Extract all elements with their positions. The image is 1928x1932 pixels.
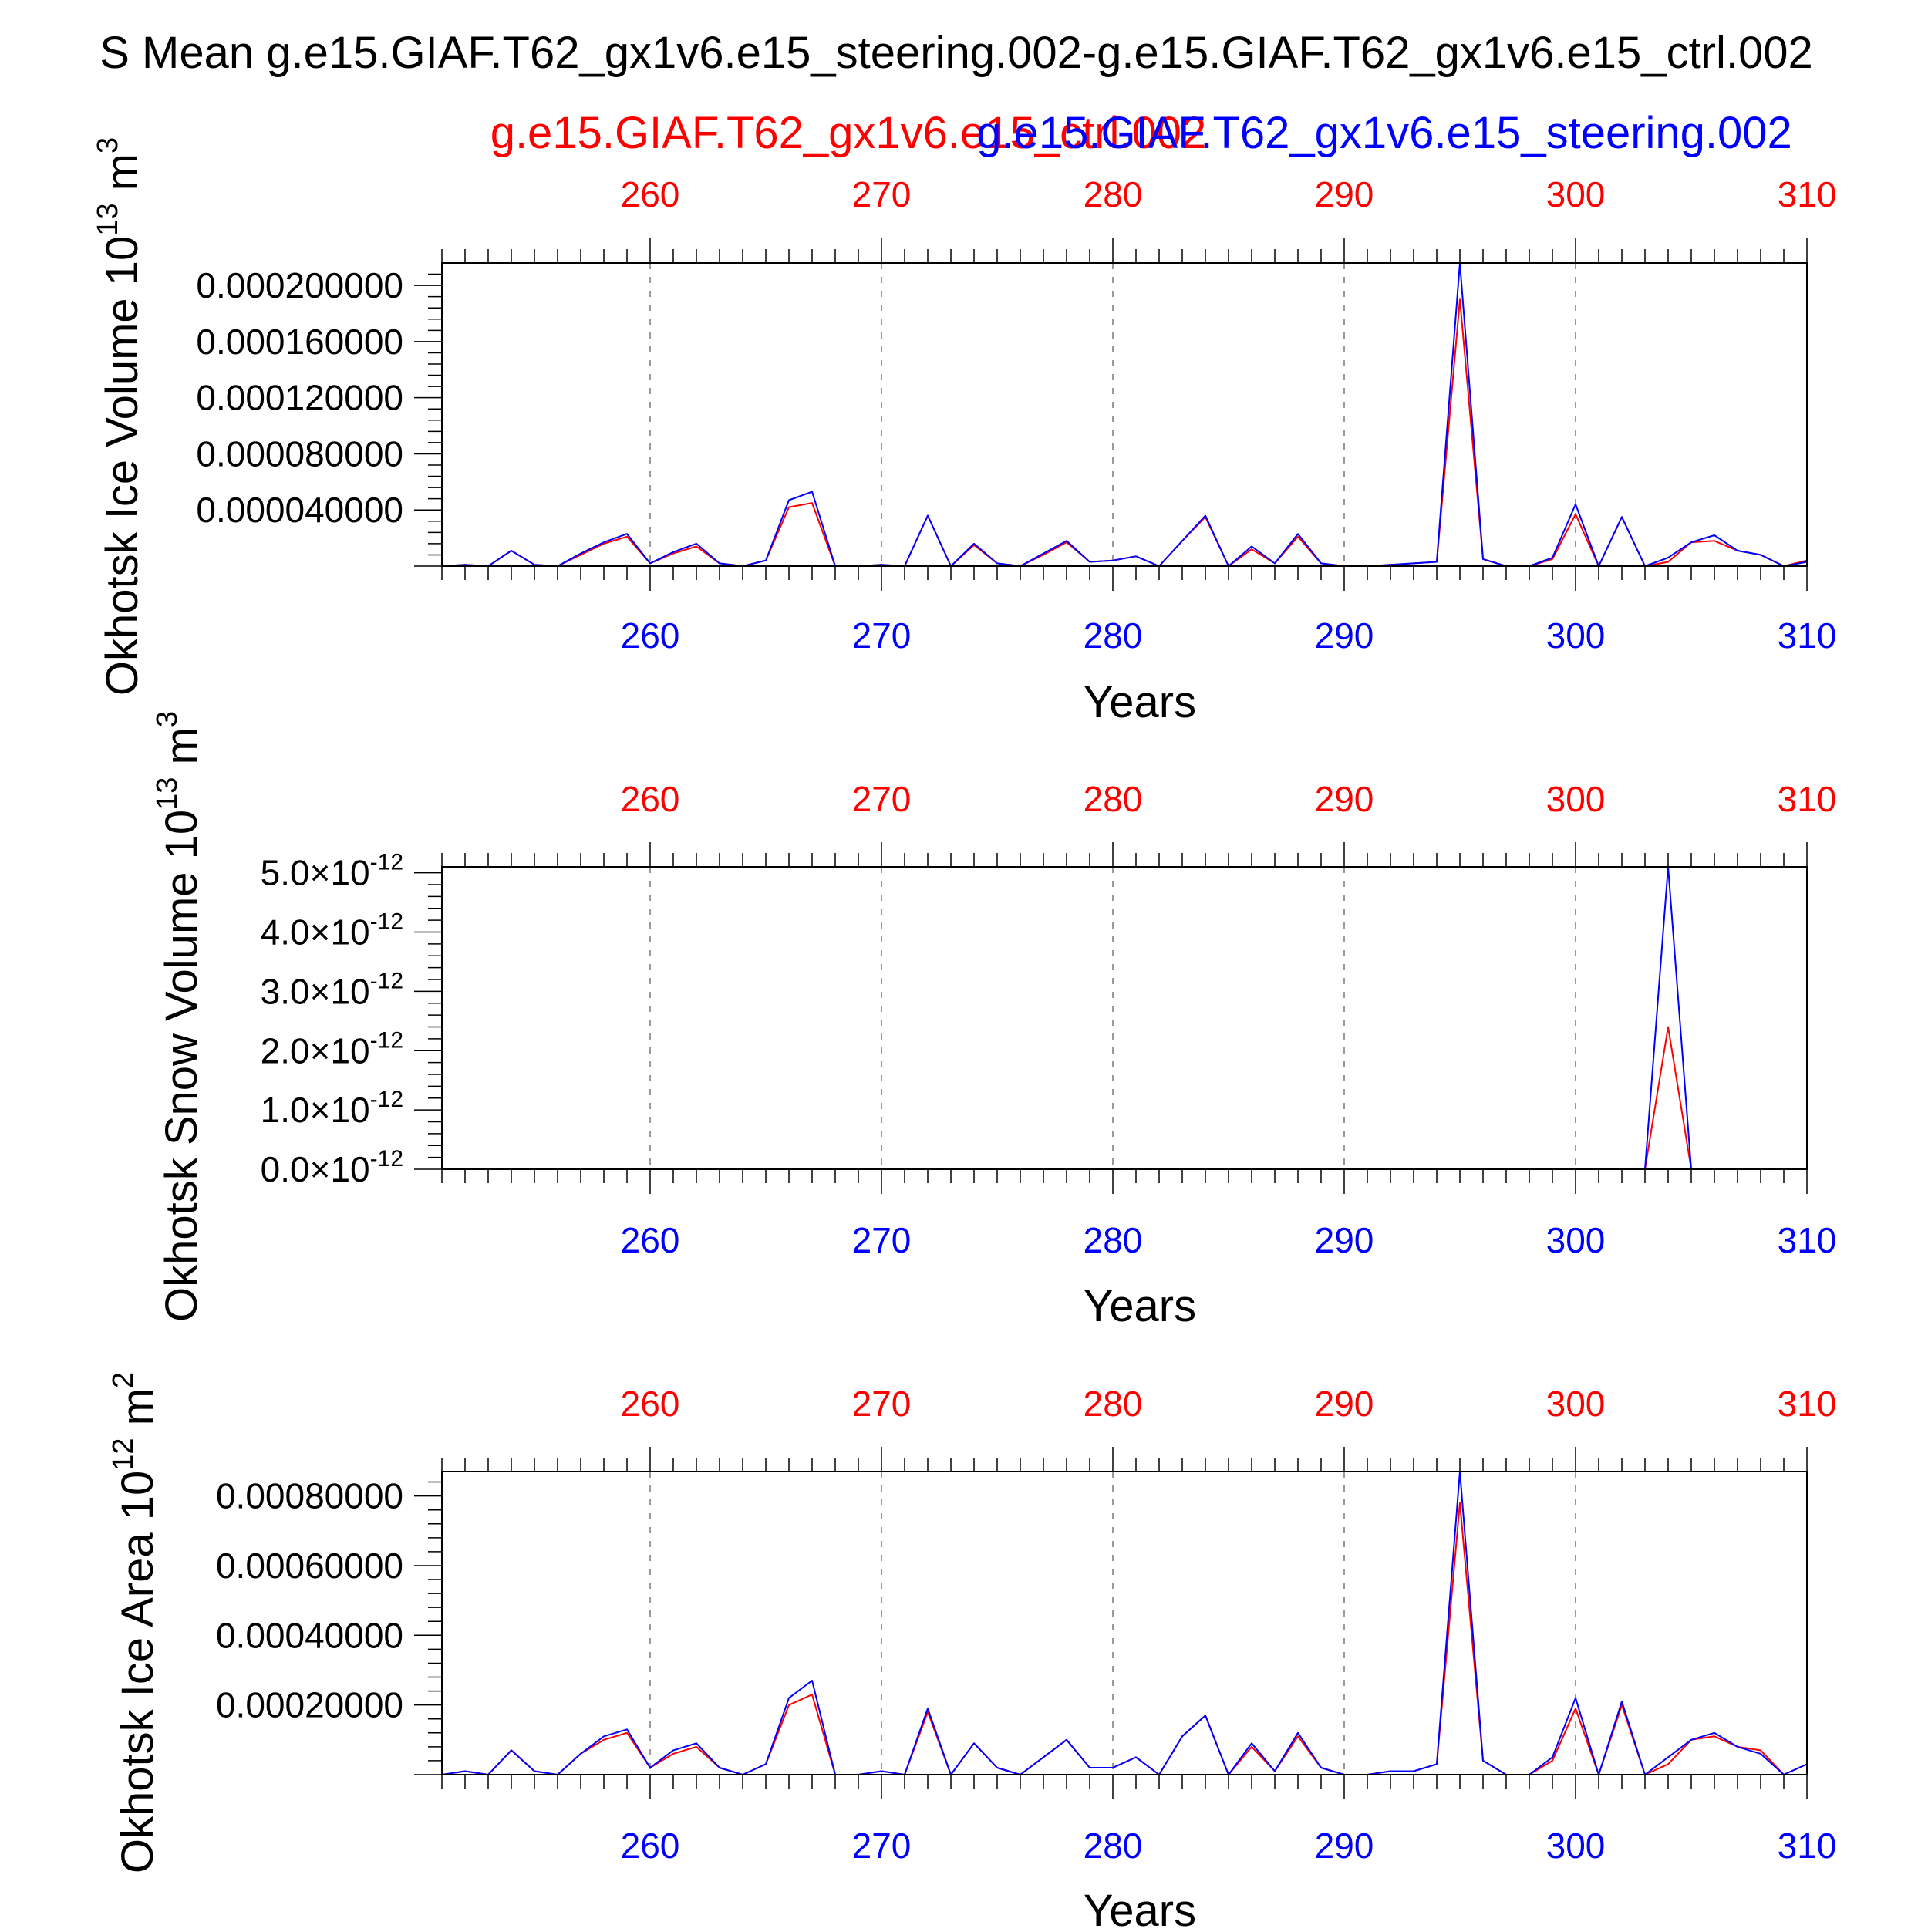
x-tick-label-top: 300 xyxy=(1546,779,1606,819)
series-line-ctrl xyxy=(441,1502,1808,1775)
series-line-steering xyxy=(441,262,1808,567)
y-tick-label: 0.0×10-12 xyxy=(261,1146,403,1189)
plot-frame xyxy=(441,1471,1808,1775)
y-tick-label: 3.0×10-12 xyxy=(261,968,403,1011)
y-tick-label: 0.000200000 xyxy=(196,265,403,305)
x-tick-label-top: 270 xyxy=(852,174,912,214)
x-tick-label-bottom: 270 xyxy=(852,615,912,656)
y-tick-label: 2.0×10-12 xyxy=(261,1027,403,1071)
x-tick-label-top: 280 xyxy=(1084,174,1143,214)
y-tick-label: 0.000040000 xyxy=(196,490,403,530)
x-tick-label-bottom: 270 xyxy=(852,1220,912,1260)
chart-panel-1: 0.000040000 0.000080000 0.000120000 0.00016… xyxy=(92,137,1836,727)
x-tick-label-top: 310 xyxy=(1778,174,1837,214)
series-line-steering xyxy=(442,866,1807,1170)
chart-panel-2: 0.0×10-12 1.0×10-12 2.0×10-12 3.0×10-12 4.0×… xyxy=(151,711,1836,1331)
x-tick-label-top: 280 xyxy=(1084,1384,1143,1424)
chart-panel-3: 0.00020000 0.00040000 0.00060000 0.00080000… xyxy=(107,1372,1837,1932)
x-tick-label-bottom: 260 xyxy=(621,1826,680,1866)
x-tick-label-top: 290 xyxy=(1315,779,1374,819)
x-tick-label-top: 280 xyxy=(1084,779,1143,819)
y-axis-label: Okhotsk Snow Volume 1013 m3 xyxy=(151,711,207,1322)
x-tick-label-top: 300 xyxy=(1546,1384,1606,1424)
x-tick-label-bottom: 290 xyxy=(1315,1826,1374,1866)
x-tick-label-bottom: 310 xyxy=(1778,1220,1837,1260)
x-tick-label-bottom: 280 xyxy=(1084,1826,1143,1866)
y-tick-label: 0.00080000 xyxy=(216,1476,403,1516)
x-tick-label-bottom: 280 xyxy=(1084,1220,1143,1260)
x-tick-label-bottom: 310 xyxy=(1778,615,1837,656)
x-tick-label-top: 270 xyxy=(852,1384,912,1424)
plot-frame xyxy=(441,262,1808,567)
y-tick-label: 4.0×10-12 xyxy=(261,909,403,953)
x-axis-label: Years xyxy=(1084,1886,1196,1928)
x-tick-label-top: 290 xyxy=(1315,1384,1374,1424)
x-tick-label-top: 290 xyxy=(1315,174,1374,214)
figure-title: S Mean g.e15.GIAF.T62_gx1v6.e15_steering… xyxy=(99,28,1813,78)
x-tick-label-top: 310 xyxy=(1778,779,1837,819)
x-tick-label-bottom: 270 xyxy=(852,1826,912,1866)
y-axis-label: Okhotsk Ice Volume 1013 m3 xyxy=(92,137,147,696)
y-tick-label: 5.0×10-12 xyxy=(261,850,403,893)
x-tick-label-bottom: 300 xyxy=(1546,615,1606,656)
x-tick-label-bottom: 280 xyxy=(1084,615,1143,656)
plot-frame xyxy=(441,866,1808,1170)
y-tick-label: 0.00040000 xyxy=(216,1615,403,1655)
x-tick-label-bottom: 310 xyxy=(1778,1826,1837,1866)
y-axis-label: Okhotsk Ice Area 1012 m2 xyxy=(107,1372,163,1873)
legend-ctrl-label: g.e15.GIAF.T62_gx1v6.e15_ctrl.002 xyxy=(490,108,1207,158)
x-tick-label-top: 260 xyxy=(621,174,680,214)
x-tick-label-bottom: 260 xyxy=(621,1220,680,1260)
legend-steering-label: g.e15.GIAF.T62_gx1v6.e15_steering.002 xyxy=(976,108,1792,158)
x-axis-label: Years xyxy=(1084,1281,1196,1331)
y-tick-label: 0.00060000 xyxy=(216,1546,403,1586)
x-tick-label-bottom: 300 xyxy=(1546,1220,1606,1260)
series-line-steering xyxy=(441,1471,1808,1775)
x-axis-label: Years xyxy=(1084,677,1196,727)
x-tick-label-top: 270 xyxy=(852,779,912,819)
x-tick-label-bottom: 260 xyxy=(621,615,680,656)
series-line-ctrl xyxy=(442,1026,1807,1170)
y-tick-label: 1.0×10-12 xyxy=(261,1087,403,1130)
series-line-ctrl xyxy=(441,298,1808,567)
x-tick-label-bottom: 290 xyxy=(1315,1220,1374,1260)
y-tick-label: 0.000120000 xyxy=(196,378,403,418)
y-tick-label: 0.000160000 xyxy=(196,322,403,362)
x-tick-label-top: 310 xyxy=(1778,1384,1837,1424)
x-tick-label-top: 260 xyxy=(621,1384,680,1424)
y-tick-label: 0.00020000 xyxy=(216,1685,403,1725)
x-tick-label-bottom: 300 xyxy=(1546,1826,1606,1866)
y-tick-label: 0.000080000 xyxy=(196,433,403,474)
x-tick-label-top: 300 xyxy=(1546,174,1606,214)
x-tick-label-bottom: 290 xyxy=(1315,615,1374,656)
x-tick-label-top: 260 xyxy=(621,779,680,819)
